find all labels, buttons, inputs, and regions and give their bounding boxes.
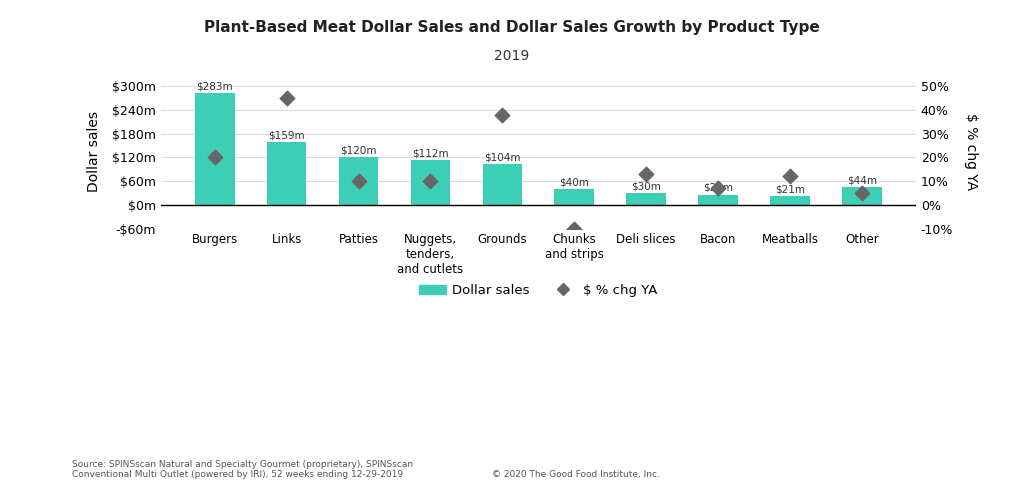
Point	[495, 111, 511, 119]
Y-axis label: Dollar sales: Dollar sales	[87, 111, 100, 192]
Bar	[267, 142, 306, 205]
Text: Plant-Based Meat Dollar Sales and Dollar Sales Growth by Product Type: Plant-Based Meat Dollar Sales and Dollar…	[204, 20, 820, 35]
Point	[350, 177, 367, 185]
Text: $104m: $104m	[484, 152, 520, 162]
Text: $120m: $120m	[340, 146, 377, 156]
Bar	[554, 189, 594, 205]
Bar	[411, 161, 451, 205]
Text: $159m: $159m	[268, 130, 305, 140]
Text: $21m: $21m	[775, 185, 805, 195]
Text: © 2020 The Good Food Institute, Inc.: © 2020 The Good Food Institute, Inc.	[492, 470, 659, 479]
Text: $26m: $26m	[703, 183, 733, 193]
Legend: Dollar sales, $ % chg YA: Dollar sales, $ % chg YA	[414, 279, 663, 302]
Point	[207, 153, 223, 161]
Point	[422, 177, 438, 185]
Point	[279, 94, 295, 102]
Text: $112m: $112m	[412, 149, 449, 159]
Point	[710, 184, 726, 192]
Point	[638, 170, 654, 178]
Bar	[842, 187, 882, 205]
Bar	[627, 193, 666, 205]
Bar	[339, 157, 378, 205]
Text: 2019: 2019	[495, 49, 529, 63]
Bar	[482, 164, 522, 205]
Text: $44m: $44m	[847, 176, 877, 186]
Y-axis label: $ % chg YA: $ % chg YA	[965, 113, 978, 190]
Bar	[698, 195, 738, 205]
Text: $40m: $40m	[559, 177, 589, 187]
Bar	[195, 93, 234, 205]
Point	[781, 172, 798, 180]
Text: $30m: $30m	[631, 181, 662, 191]
Point	[566, 225, 583, 233]
Text: $283m: $283m	[197, 82, 233, 91]
Text: Source: SPINSscan Natural and Specialty Gourmet (proprietary), SPINSscan
Convent: Source: SPINSscan Natural and Specialty …	[72, 460, 413, 479]
Bar	[770, 197, 810, 205]
Point	[854, 189, 870, 197]
